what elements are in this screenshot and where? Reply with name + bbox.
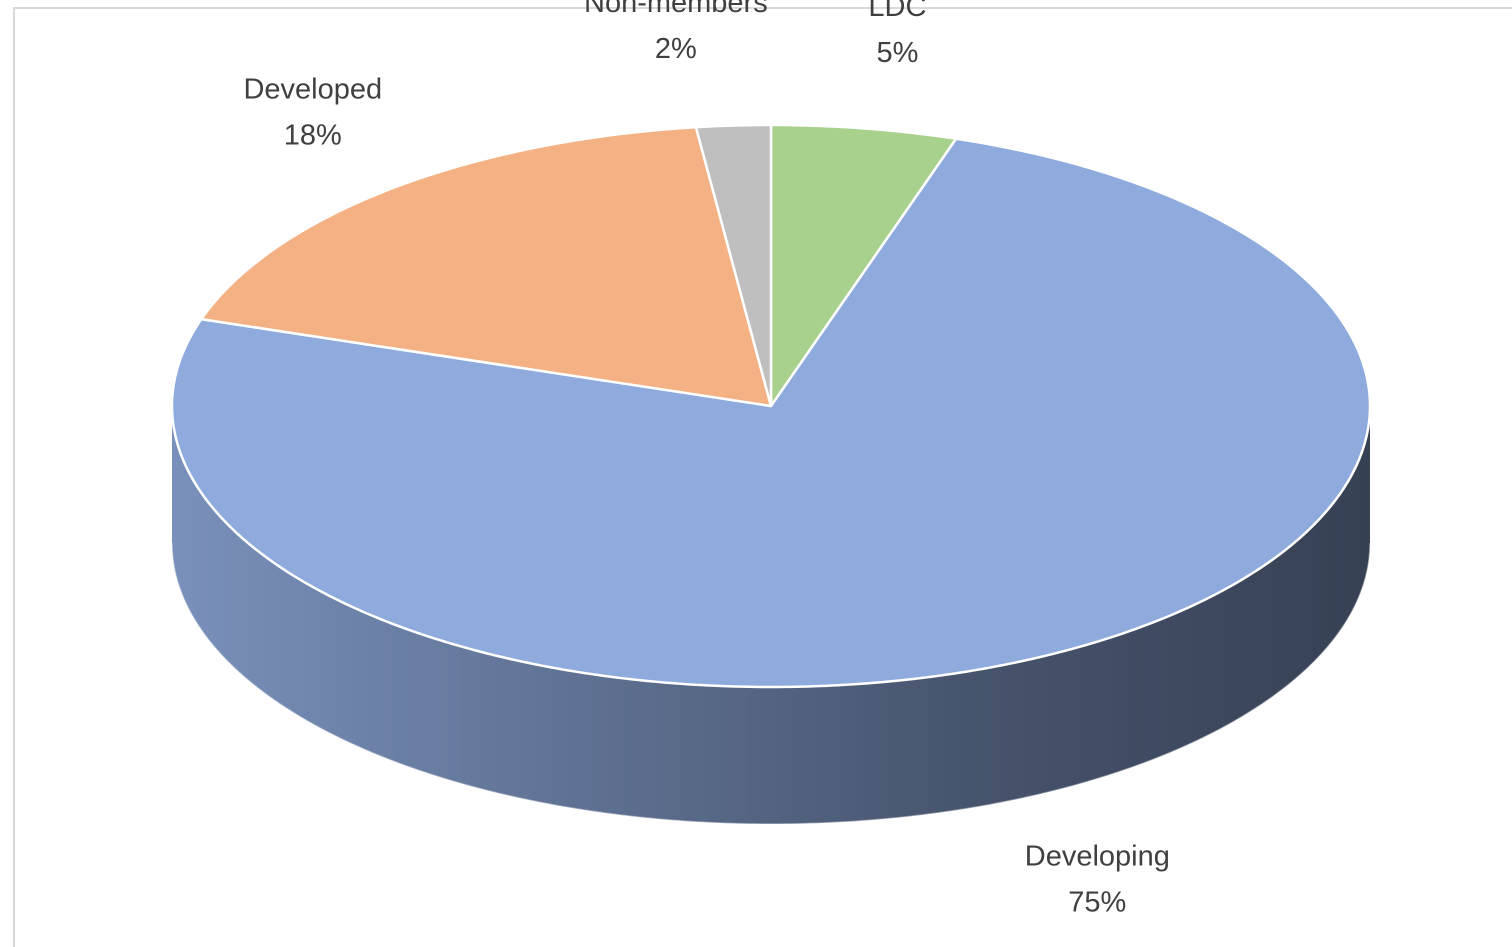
pie-top (170, 123, 1372, 689)
slice (694, 123, 773, 408)
value-label: 5% (876, 37, 918, 69)
category-label: Developing (1025, 841, 1170, 873)
slice (769, 123, 958, 408)
data-labels: LDC 5% Developing 75% Developed 18% Non-member… (243, 0, 1169, 919)
slice-side-edge (171, 542, 1371, 825)
value-label: 75% (1068, 887, 1126, 919)
chart-frame (13, 7, 1512, 947)
slice (200, 125, 773, 408)
category-label: Non-members (584, 0, 768, 19)
slice-side-shade (172, 406, 1370, 824)
category-label: LDC (868, 0, 926, 23)
value-label: 18% (284, 119, 342, 151)
slice (170, 137, 1372, 689)
value-label: 2% (655, 33, 697, 65)
pie-side (171, 406, 1371, 825)
category-label: Developed (243, 73, 382, 105)
